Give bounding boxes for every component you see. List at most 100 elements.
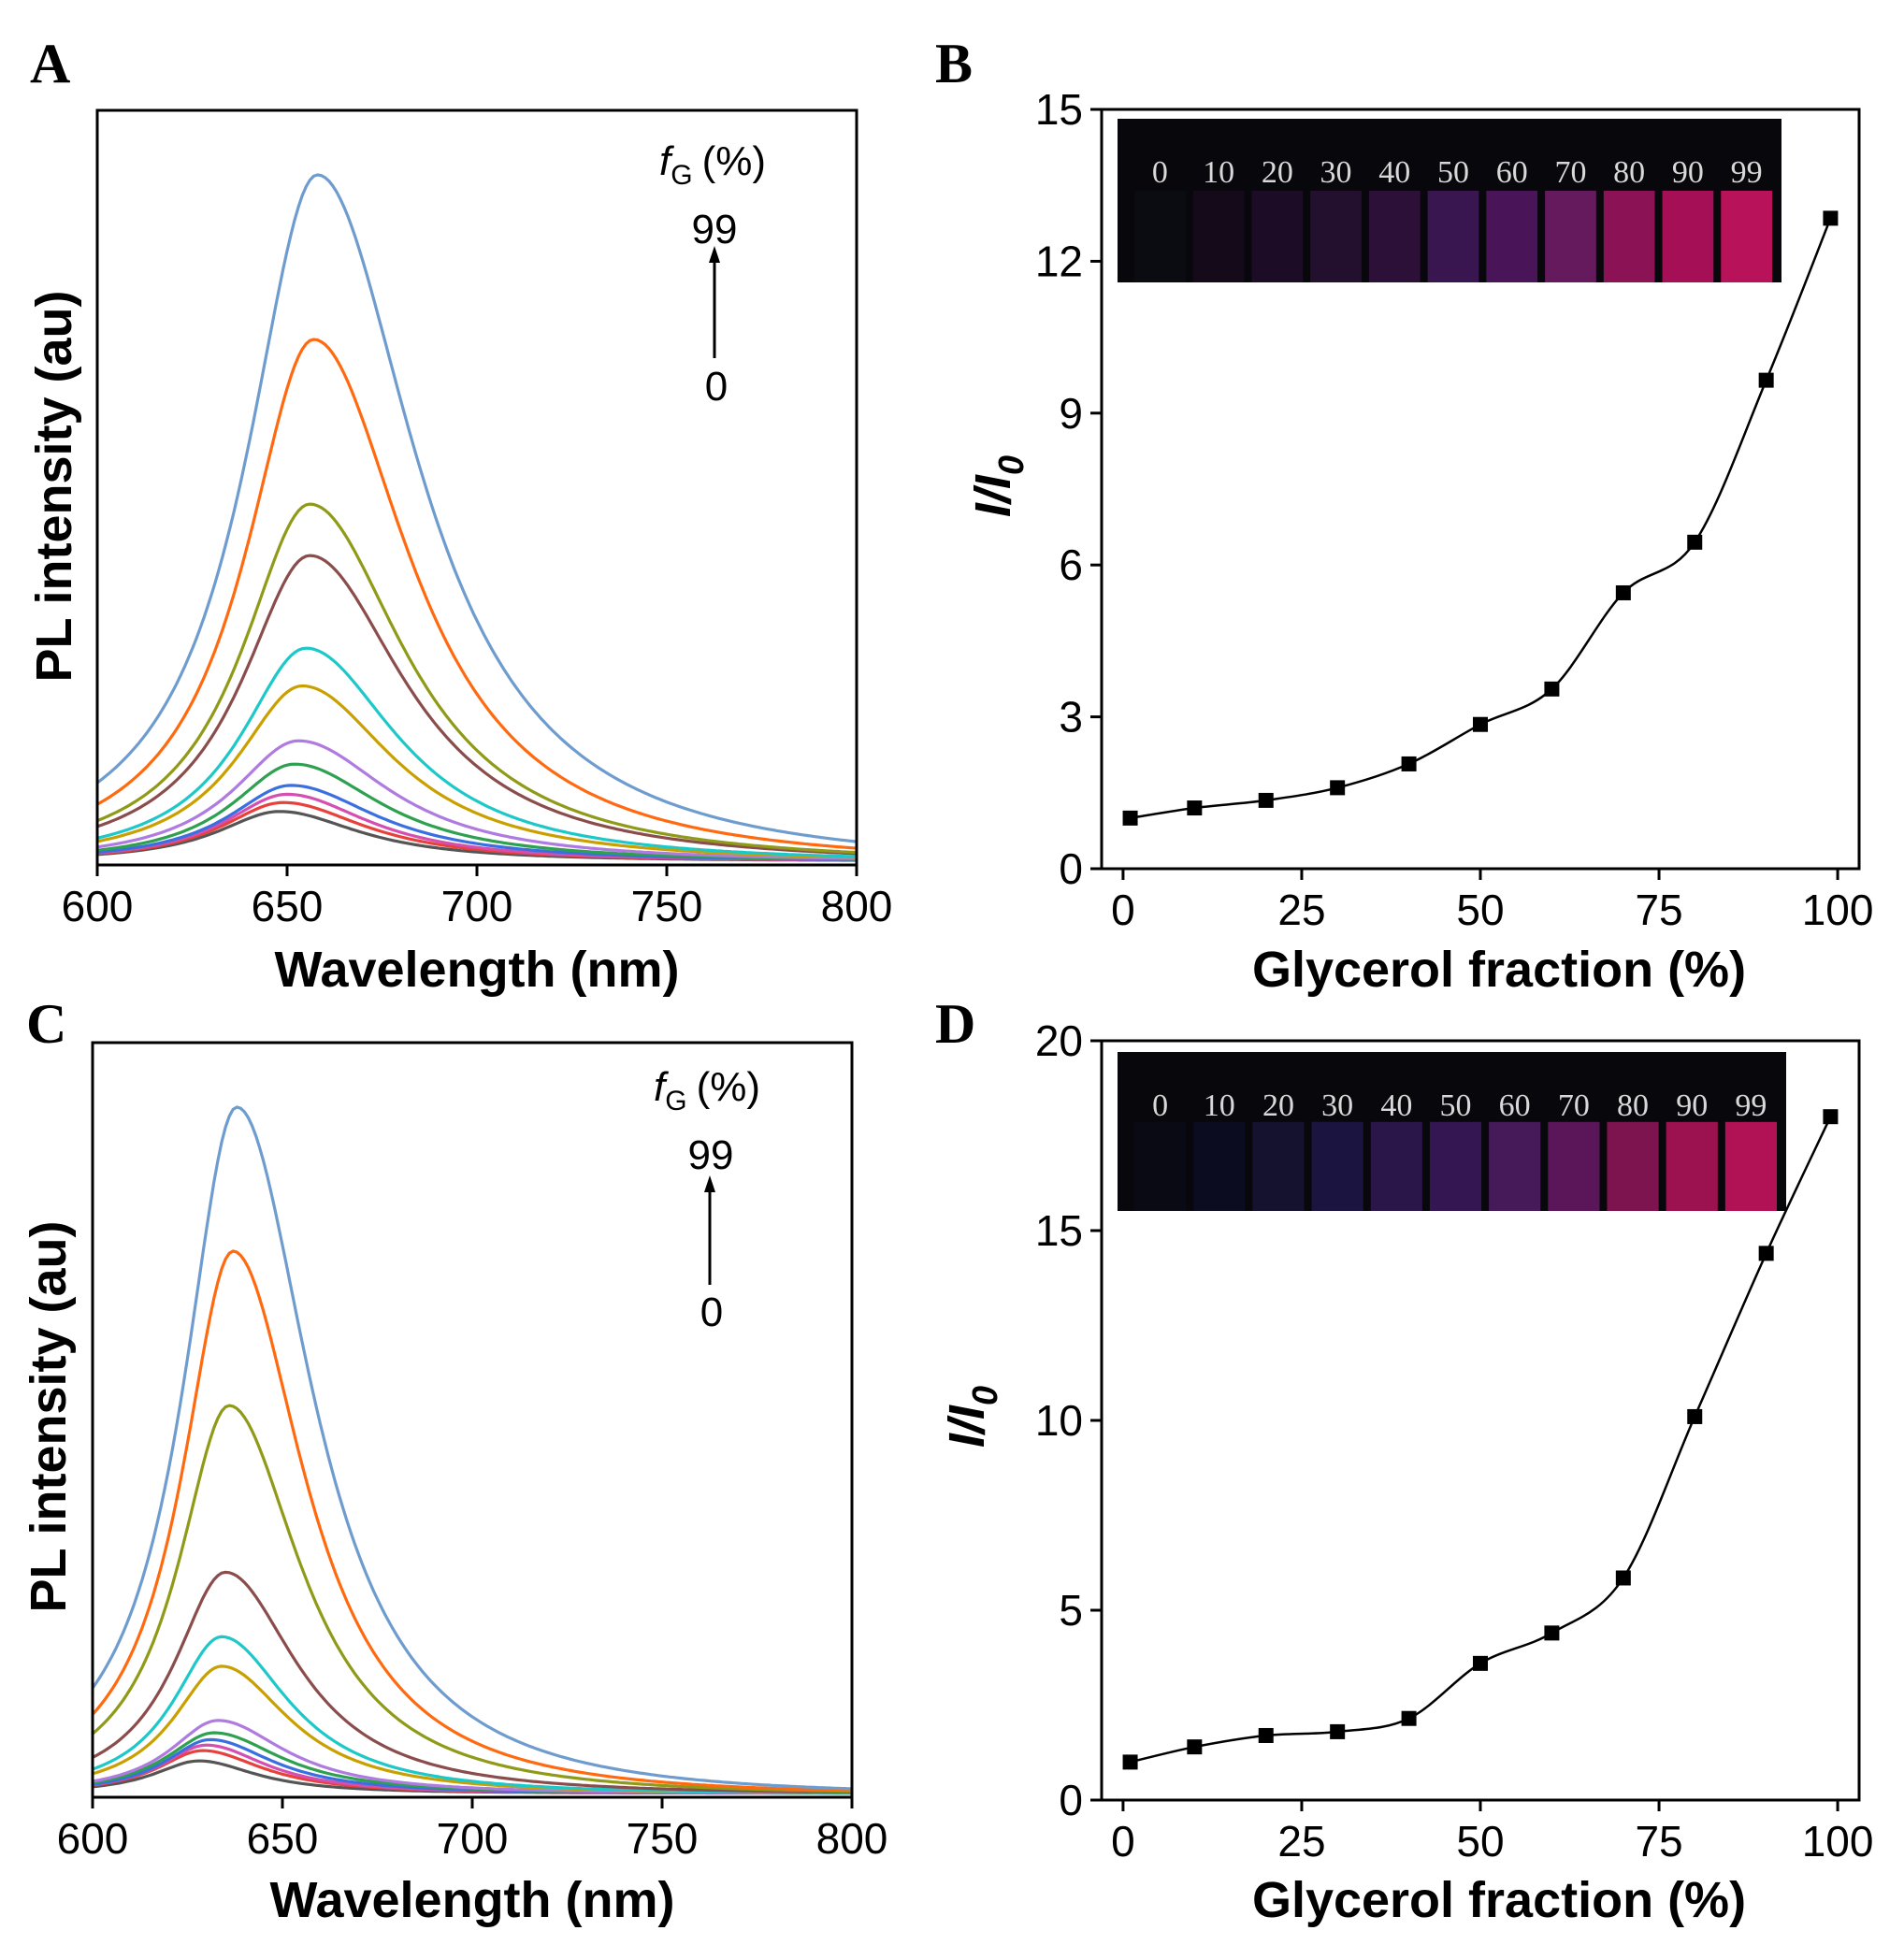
vial-photo-inset: 0 10 20 30 40 50 60 70 80 90 99 [1118,119,1781,282]
panel-a-spectra: 600 650 700 750 800 Wavelength (nm) PL inten… [26,108,892,998]
data-point-90 [1758,1246,1774,1261]
legend-arrow-head [709,246,720,263]
data-point-60 [1544,681,1560,697]
y-tick-label: 0 [1059,1776,1083,1824]
vial-99 [1724,1121,1777,1211]
x-tick-label: 25 [1277,1817,1325,1866]
vial-label-0: 0 [1152,155,1168,190]
y-tick-label: 20 [1035,1016,1083,1065]
data-point-30 [1330,780,1346,796]
x-axis-label: Wavelength (nm) [274,942,679,998]
vial-30 [1310,191,1362,282]
x-axis-label: Wavelength (nm) [269,1872,674,1928]
y-axis-label: PL intensity (au) [26,290,82,682]
spectrum-line-9 [91,1404,852,1794]
data-points [1122,210,1839,826]
legend-arrow-head [704,1175,715,1192]
x-tick-label: 75 [1635,1817,1682,1866]
legend-unit: (%) [702,138,766,184]
y-tick-label: 12 [1035,237,1083,285]
legend-bottom: 0 [700,1289,723,1335]
plot-frame [91,1041,854,1799]
vial-20 [1252,1121,1305,1211]
panel-d-ratio: 0 10 20 30 40 50 60 70 80 90 99 0 25 50 75 100 0 5 10 15 2… [939,1016,1873,1928]
vial-label-60: 60 [1496,155,1528,190]
x-tick-label: 25 [1277,886,1325,934]
data-point-40 [1401,1710,1417,1726]
vial-label-80: 80 [1617,1088,1649,1123]
panel-b-ratio: 0 10 20 30 40 50 60 70 80 90 99 0 25 50 75 100 0 3 6 9 12 1… [965,85,1873,998]
vial-label-60: 60 [1499,1088,1531,1123]
data-point-50 [1473,1655,1488,1671]
vial-70 [1548,1121,1600,1211]
legend: fG (%) 99 0 [659,138,766,410]
y-axis-label-main: I/I [939,1405,995,1448]
legend-title: fG (%) [659,138,766,191]
data-point-20 [1258,1727,1274,1743]
spectrum-line-7 [92,1635,852,1794]
vial-10 [1192,191,1245,282]
vial-0 [1134,191,1186,282]
y-axis-label: I/I0 [965,455,1031,517]
data-point-70 [1615,584,1631,600]
data-point-1 [1122,810,1138,826]
legend-unit: (%) [697,1064,760,1110]
vial-label-0: 0 [1152,1088,1168,1123]
y-tick-label: 3 [1059,693,1083,742]
y-axis-label-main: I/I [965,474,1021,517]
x-tick-label: 750 [627,1814,699,1863]
data-point-10 [1187,1739,1203,1755]
data-point-80 [1687,1408,1703,1424]
panel-c-spectra: 600 650 700 750 800 Wavelength (nm) PL inten… [21,1041,888,1928]
vial-label-10: 10 [1203,155,1234,190]
vial-label-99: 99 [1735,1088,1767,1123]
x-axis-ticks: 0 25 50 75 100 [1111,1800,1873,1866]
spectrum-line-11 [91,1105,853,1791]
y-axis-ticks: 0 3 6 9 12 15 [1035,85,1102,893]
data-point-99 [1823,1109,1839,1125]
data-point-60 [1544,1625,1560,1641]
vial-20 [1251,191,1304,282]
x-tick-label: 0 [1111,1817,1135,1866]
vial-label-70: 70 [1558,1088,1590,1123]
vial-70 [1545,191,1596,282]
x-tick-label: 700 [437,1814,509,1863]
x-tick-label: 750 [631,882,703,930]
vial-label-80: 80 [1613,155,1645,190]
spectrum-line-11 [96,173,858,843]
vial-0 [1134,1121,1187,1211]
vial-label-30: 30 [1320,155,1352,190]
data-point-99 [1823,210,1839,226]
x-tick-label: 100 [1802,1817,1874,1866]
vial-80 [1603,191,1655,282]
x-tick-label: 50 [1456,886,1504,934]
y-axis-label: PL intensity (au) [21,1220,77,1612]
spectrum-line-10 [91,1249,853,1793]
vial-label-50: 50 [1440,1088,1472,1123]
legend-top: 99 [688,1132,734,1178]
data-point-50 [1473,716,1488,732]
vial-50 [1429,1121,1482,1211]
data-point-40 [1401,756,1417,771]
data-point-70 [1615,1570,1631,1586]
legend-subscript: G [671,160,692,191]
data-point-20 [1258,792,1274,808]
x-tick-label: 800 [816,1814,888,1863]
panel-letter-a: A [30,33,70,94]
legend-top: 99 [692,207,738,252]
vial-30 [1311,1121,1363,1211]
vial-label-90: 90 [1672,155,1704,190]
panel-letter-b: B [935,33,973,94]
x-axis-ticks: 0 25 50 75 100 [1111,869,1873,934]
x-axis-label: Glycerol fraction (%) [1252,1872,1746,1928]
y-axis-label: I/I0 [939,1386,1005,1448]
spectrum-line-3 [92,1737,852,1795]
x-tick-label: 50 [1456,1817,1504,1866]
y-axis-label-sub: 0 [992,455,1031,475]
y-tick-label: 6 [1059,540,1083,589]
spectrum-line-8 [96,554,858,856]
vial-label-99: 99 [1731,155,1763,190]
vial-10 [1193,1121,1246,1211]
vial-label-10: 10 [1204,1088,1235,1123]
